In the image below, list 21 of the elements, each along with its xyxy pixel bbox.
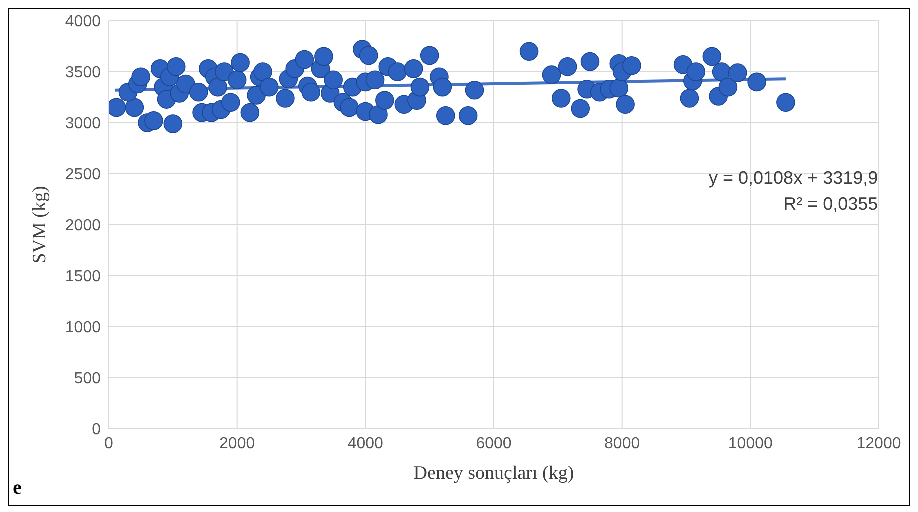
x-tick-label: 12000	[856, 435, 902, 452]
y-tick-label: 500	[74, 370, 102, 388]
y-tick-label: 0	[92, 422, 102, 439]
y-tick-label: 1500	[65, 268, 102, 286]
y-axis-title: SVM (kg)	[30, 186, 51, 264]
y-tick-label: 2000	[65, 218, 102, 235]
x-tick-label: 4000	[348, 435, 384, 452]
x-tick-label: 2000	[220, 435, 256, 452]
y-tick-label: 3000	[65, 116, 102, 133]
x-axis-title: Deney sonuçları (kg)	[414, 463, 574, 484]
y-tick-label: 1000	[65, 320, 102, 337]
annotation: y = 0,0108x + 3319,9	[709, 167, 878, 190]
x-tick-label: 6000	[476, 435, 512, 452]
y-tick-label: 3500	[65, 64, 102, 82]
x-tick-label: 0	[104, 435, 114, 452]
x-tick-label: 10000	[728, 435, 774, 452]
text: e	[13, 477, 22, 500]
y-tick-label: 4000	[65, 14, 102, 31]
y-tick-label: 2500	[65, 166, 102, 184]
x-tick-label: 8000	[604, 435, 640, 452]
annotation: R² = 0,0355	[782, 193, 878, 216]
